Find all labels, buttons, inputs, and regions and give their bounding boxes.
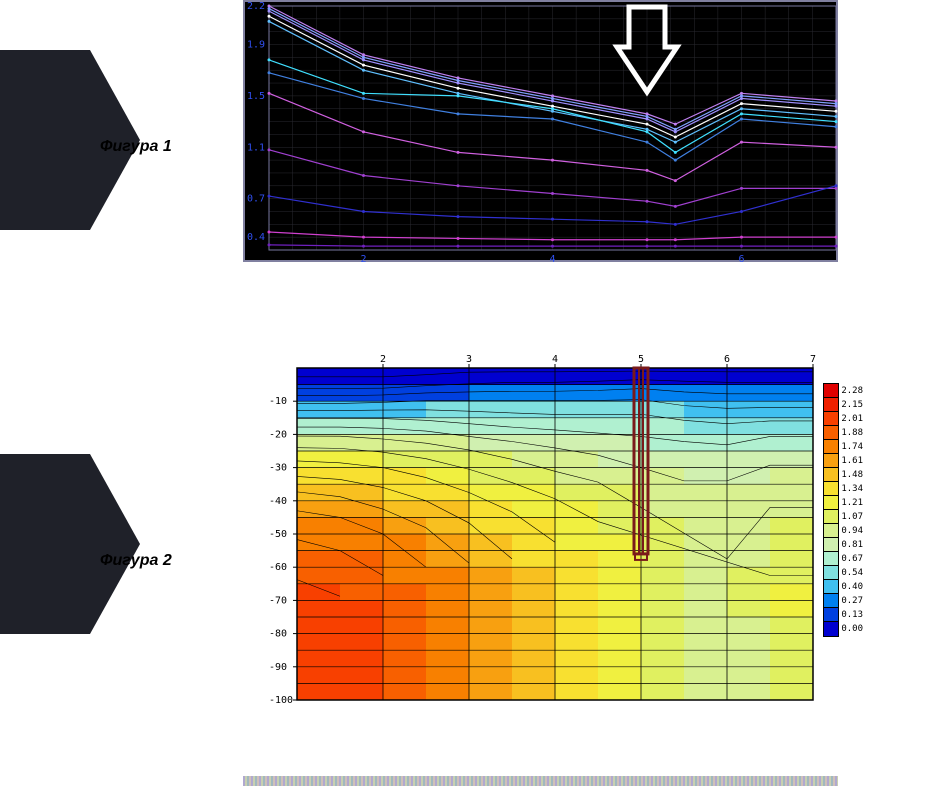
legend-value: 1.88 bbox=[841, 428, 863, 438]
svg-text:-30: -30 bbox=[269, 463, 287, 474]
svg-text:1.5: 1.5 bbox=[247, 91, 265, 102]
legend-value: 0.27 bbox=[841, 596, 863, 606]
legend-row: 0.27 bbox=[823, 594, 863, 608]
legend-row: 0.94 bbox=[823, 524, 863, 538]
svg-text:-20: -20 bbox=[269, 429, 287, 440]
svg-text:7: 7 bbox=[810, 354, 816, 365]
legend-value: 1.48 bbox=[841, 470, 863, 480]
svg-text:2.2: 2.2 bbox=[247, 2, 265, 12]
svg-text:-50: -50 bbox=[269, 529, 287, 540]
figure1-chart: 0.4 0.7 1.1 1.5 1.9 2.2 2 4 6 bbox=[243, 0, 838, 262]
legend-row: 1.21 bbox=[823, 496, 863, 510]
legend-swatch bbox=[823, 621, 839, 637]
svg-text:5: 5 bbox=[638, 354, 644, 365]
legend-row: 1.61 bbox=[823, 454, 863, 468]
legend-row: 0.67 bbox=[823, 552, 863, 566]
svg-text:-100: -100 bbox=[269, 695, 293, 706]
svg-text:2: 2 bbox=[361, 254, 367, 264]
legend-value: 2.01 bbox=[841, 414, 863, 424]
legend-row: 0.54 bbox=[823, 566, 863, 580]
svg-text:1.9: 1.9 bbox=[247, 40, 265, 51]
legend-row: 1.48 bbox=[823, 468, 863, 482]
legend-value: 1.61 bbox=[841, 456, 863, 466]
svg-text:2: 2 bbox=[380, 354, 386, 365]
legend-row: 1.07 bbox=[823, 510, 863, 524]
svg-text:-40: -40 bbox=[269, 496, 287, 507]
legend-row: 2.01 bbox=[823, 412, 863, 426]
svg-text:-80: -80 bbox=[269, 629, 287, 640]
legend-value: 2.15 bbox=[841, 400, 863, 410]
figure2-svg: 2 3 4 5 6 7 -10 -20 -30 -40 -50 -60 -70 -80 -90 -100 bbox=[243, 344, 838, 724]
legend-row: 0.81 bbox=[823, 538, 863, 552]
svg-text:3: 3 bbox=[466, 354, 472, 365]
legend-row: 1.74 bbox=[823, 440, 863, 454]
legend-row: 2.28 bbox=[823, 384, 863, 398]
legend-value: 2.28 bbox=[841, 386, 863, 396]
svg-text:-70: -70 bbox=[269, 595, 287, 606]
figure1-svg: 0.4 0.7 1.1 1.5 1.9 2.2 2 4 6 bbox=[245, 2, 840, 264]
figure1-label: Фигура 1 bbox=[100, 138, 172, 156]
arrow-block-2 bbox=[0, 454, 90, 634]
legend-value: 0.54 bbox=[841, 568, 863, 578]
svg-text:1.1: 1.1 bbox=[247, 142, 265, 153]
figure2-label: Фигура 2 bbox=[100, 552, 172, 570]
svg-text:4: 4 bbox=[550, 254, 556, 264]
svg-text:-60: -60 bbox=[269, 562, 287, 573]
legend-value: 1.07 bbox=[841, 512, 863, 522]
legend-row: 2.15 bbox=[823, 398, 863, 412]
legend-value: 0.40 bbox=[841, 582, 863, 592]
svg-text:6: 6 bbox=[739, 254, 745, 264]
colorbar-legend: 2.28 2.15 2.01 1.88 1.74 1.61 1.48 1.34 1.21 1.07… bbox=[823, 384, 863, 636]
svg-text:-90: -90 bbox=[269, 662, 287, 673]
legend-row: 0.40 bbox=[823, 580, 863, 594]
legend-value: 0.00 bbox=[841, 624, 863, 634]
legend-value: 1.34 bbox=[841, 484, 863, 494]
legend-value: 0.67 bbox=[841, 554, 863, 564]
svg-text:4: 4 bbox=[552, 354, 558, 365]
arrow-block-1 bbox=[0, 50, 90, 230]
legend-row: 1.88 bbox=[823, 426, 863, 440]
legend-value: 1.21 bbox=[841, 498, 863, 508]
legend-value: 0.13 bbox=[841, 610, 863, 620]
svg-text:6: 6 bbox=[724, 354, 730, 365]
legend-value: 1.74 bbox=[841, 442, 863, 452]
svg-text:-10: -10 bbox=[269, 396, 287, 407]
svg-text:0.4: 0.4 bbox=[247, 232, 265, 243]
legend-row: 0.13 bbox=[823, 608, 863, 622]
legend-value: 0.94 bbox=[841, 526, 863, 536]
legend-row: 1.34 bbox=[823, 482, 863, 496]
legend-row: 0.00 bbox=[823, 622, 863, 636]
legend-value: 0.81 bbox=[841, 540, 863, 550]
svg-text:0.7: 0.7 bbox=[247, 194, 265, 205]
figure2-chart: 234567-10-20-30-40-50-60-70-80-90-100 2.… bbox=[243, 344, 838, 724]
bottom-strip bbox=[243, 776, 838, 786]
